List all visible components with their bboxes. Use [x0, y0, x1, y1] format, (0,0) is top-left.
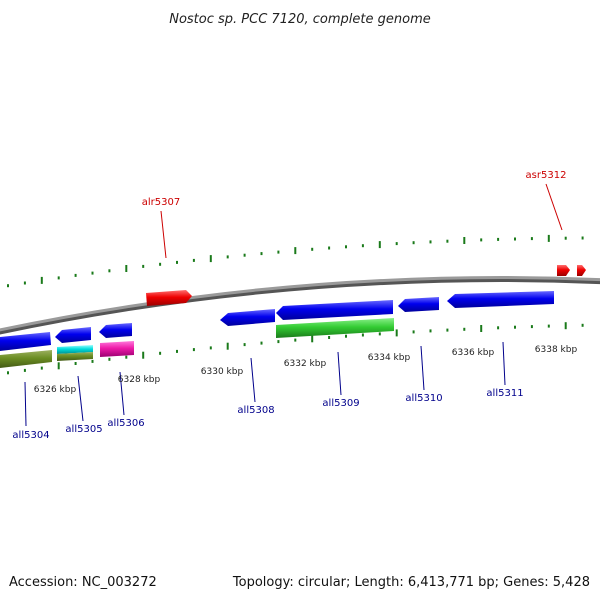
gene-all5310[interactable]	[398, 297, 439, 312]
leader-all5305	[77, 375, 84, 422]
label-all5305[interactable]: all5305	[65, 424, 102, 435]
genome-backbone-shadow	[0, 277, 600, 335]
lower-tick-row	[7, 322, 584, 375]
label-asr5312[interactable]: asr5312	[526, 170, 567, 181]
kbp-label-6332: 6332 kbp	[284, 359, 327, 369]
gene-all5309-reverse[interactable]	[276, 300, 393, 320]
leader-all5309	[337, 351, 342, 396]
feature-all5309-cds[interactable]	[276, 318, 394, 338]
label-all5309[interactable]: all5309	[322, 398, 359, 409]
accession-text: Accession: NC_003272	[9, 575, 157, 590]
leader-all5311	[502, 341, 506, 386]
leader-alr5307	[160, 210, 167, 259]
kbp-label-6338: 6338 kbp	[535, 345, 578, 355]
gene-all5308[interactable]	[220, 309, 275, 326]
kbp-label-6326: 6326 kbp	[34, 385, 77, 395]
label-all5306[interactable]: all5306	[107, 418, 144, 429]
feature-all5304-cds[interactable]	[0, 350, 52, 368]
kbp-label-6334: 6334 kbp	[368, 353, 411, 363]
kbp-label-6330: 6330 kbp	[201, 367, 244, 377]
genome-summary-text: Topology: circular; Length: 6,413,771 bp…	[232, 575, 590, 590]
label-all5311[interactable]: all5311	[486, 388, 523, 399]
leader-all5308	[250, 357, 256, 403]
gene-alr5307[interactable]	[146, 290, 192, 306]
leader-all5304	[24, 381, 27, 427]
gene-asr5312-a[interactable]	[557, 265, 570, 276]
label-all5304[interactable]: all5304	[12, 430, 49, 441]
leader-asr5312	[545, 183, 563, 231]
genome-backbone	[0, 276, 600, 332]
gene-all5304-part[interactable]	[0, 332, 51, 351]
label-all5310[interactable]: all5310	[405, 393, 442, 404]
kbp-label-6328: 6328 kbp	[118, 375, 161, 385]
gene-asr5312-b[interactable]	[577, 265, 586, 276]
kbp-label-6336: 6336 kbp	[452, 348, 495, 358]
map-title: Nostoc sp. PCC 7120, complete genome	[169, 12, 431, 27]
gene-all5306[interactable]	[99, 323, 132, 338]
gene-all5305[interactable]	[55, 327, 91, 343]
label-all5308[interactable]: all5308	[237, 405, 274, 416]
leader-all5310	[420, 345, 425, 391]
feature-all5306-cds[interactable]	[100, 341, 134, 357]
upper-tick-row	[7, 234, 584, 288]
leader-all5306	[119, 371, 125, 416]
label-alr5307[interactable]: alr5307	[142, 197, 180, 208]
feature-all5305-cds[interactable]	[57, 352, 93, 361]
feature-all5305-cyan[interactable]	[57, 345, 93, 354]
gene-all5311[interactable]	[447, 291, 554, 308]
